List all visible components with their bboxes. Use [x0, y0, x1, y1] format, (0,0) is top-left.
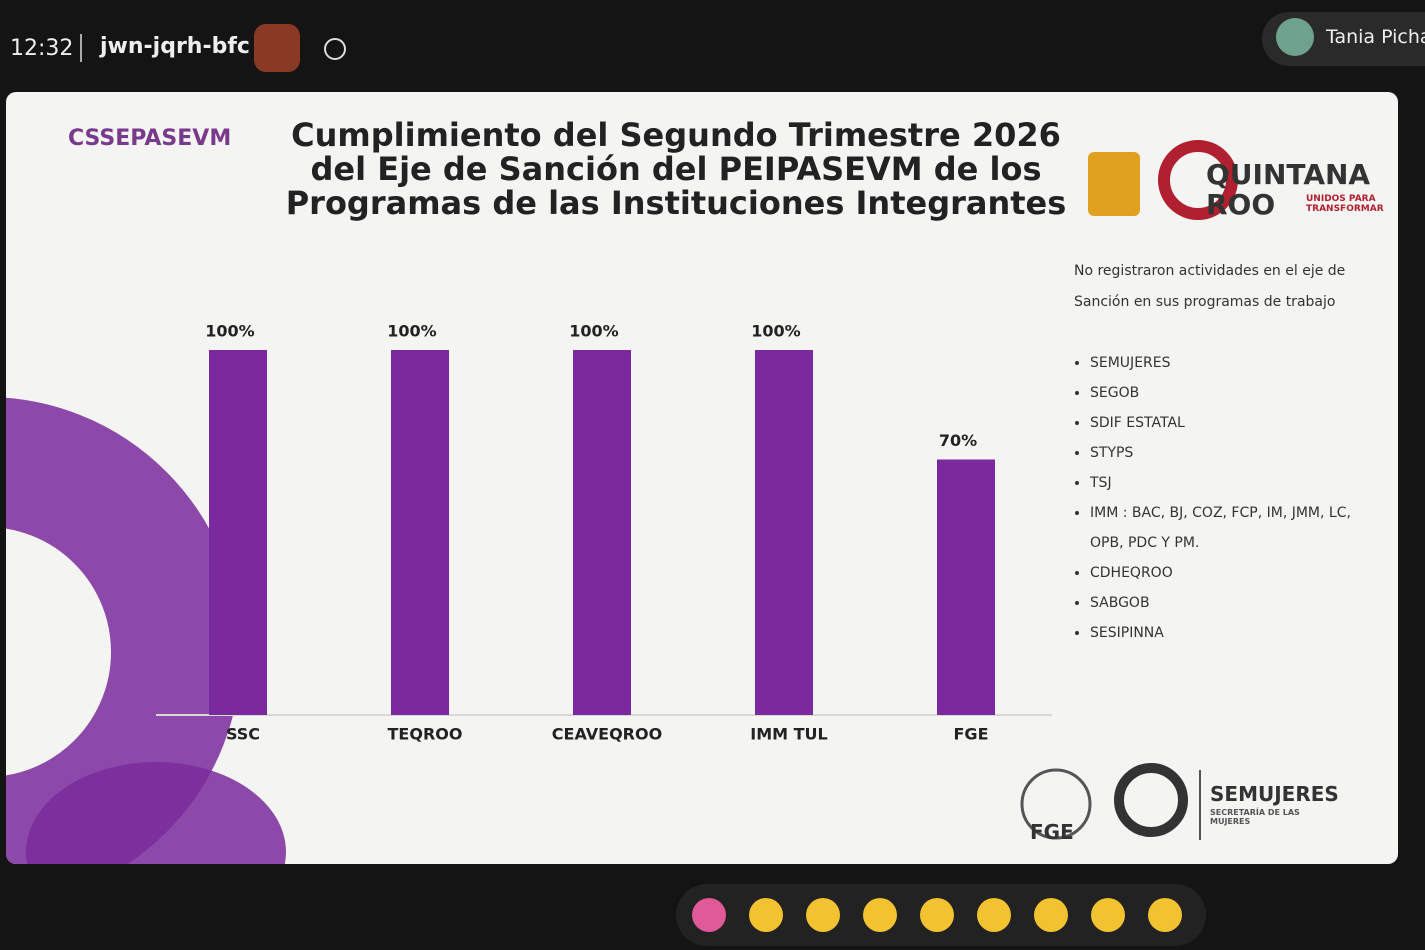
host-controls-button[interactable]: [254, 24, 300, 72]
value-label: 100%: [205, 322, 254, 341]
list-item: IMM : BAC, BJ, COZ, FCP, IM, JMM, LC, OP…: [1090, 498, 1370, 558]
reaction-button[interactable]: [920, 898, 954, 932]
x-tick-label: TEQROO: [388, 725, 463, 744]
chart: 100% SSC 100% TEQROO 100% CEAVEQROO 100% IMM TU…: [205, 322, 995, 744]
list-item: SEMUJERES: [1090, 348, 1370, 378]
reaction-button[interactable]: [977, 898, 1011, 932]
value-label: 70%: [939, 431, 977, 450]
list-item: CDHEQROO: [1090, 558, 1370, 588]
list-item: TSJ: [1090, 468, 1370, 498]
state-shield: [1088, 152, 1140, 216]
x-tick-label: CEAVEQROO: [552, 725, 662, 744]
list-item: SABGOB: [1090, 588, 1370, 618]
list-item: SDIF ESTATAL: [1090, 408, 1370, 438]
info-button[interactable]: [324, 38, 346, 60]
logo-motto: UNIDOS PARA TRANSFORMAR: [1306, 194, 1384, 214]
decoration: [6, 397, 241, 864]
bar: [573, 350, 631, 715]
chart-title: Cumplimiento del Segundo Trimestre 2026 …: [285, 116, 1067, 222]
bar: [937, 459, 995, 715]
fge-seal: [1020, 768, 1092, 840]
clock: 12:32: [10, 36, 74, 61]
value-label: 100%: [569, 322, 618, 341]
bar: [209, 350, 267, 715]
logo-name: QUINTANA ROO: [1206, 158, 1371, 221]
reaction-button[interactable]: [749, 898, 783, 932]
note: No registraron actividades en el eje de …: [1074, 263, 1346, 310]
list-item: STYPS: [1090, 438, 1370, 468]
reaction-button[interactable]: [1034, 898, 1068, 932]
semujeres-subtitle: SECRETARÍA DE LAS MUJERES: [1210, 808, 1300, 826]
fge-label: FGE: [1030, 820, 1074, 844]
list-item: SEGOB: [1090, 378, 1370, 408]
list-item: SESIPINNA: [1090, 618, 1370, 648]
reaction-button[interactable]: [1091, 898, 1125, 932]
org-label: CSSEPASEVM: [68, 126, 232, 151]
reactions: [692, 898, 1182, 932]
institution-list: SEMUJERESSEGOBSDIF ESTATALSTYPSTSJIMM : …: [1070, 348, 1370, 648]
value-label: 100%: [387, 322, 436, 341]
reaction-button[interactable]: [806, 898, 840, 932]
divider: [80, 34, 82, 62]
bar: [391, 350, 449, 715]
reaction-button[interactable]: [1148, 898, 1182, 932]
reaction-button[interactable]: [692, 898, 726, 932]
semujeres-logo: [1114, 763, 1188, 837]
slide: 100% SSC 100% TEQROO 100% CEAVEQROO 100% IMM TU…: [6, 92, 1398, 864]
x-tick-label: FGE: [954, 725, 989, 744]
x-tick-label: SSC: [226, 725, 260, 744]
logo-q: [1158, 140, 1238, 220]
avatar: [1276, 18, 1314, 56]
participant-name: Tania Picha: [1326, 26, 1425, 48]
value-label: 100%: [751, 322, 800, 341]
meeting-code: jwn-jqrh-bfc: [100, 34, 250, 59]
bar: [755, 350, 813, 715]
x-tick-label: IMM TUL: [750, 725, 827, 744]
decoration: [26, 762, 286, 864]
semujeres-label: SEMUJERES: [1210, 782, 1339, 806]
reaction-button[interactable]: [863, 898, 897, 932]
slide-graphics: 100% SSC 100% TEQROO 100% CEAVEQROO 100% IMM TU…: [6, 140, 1238, 864]
